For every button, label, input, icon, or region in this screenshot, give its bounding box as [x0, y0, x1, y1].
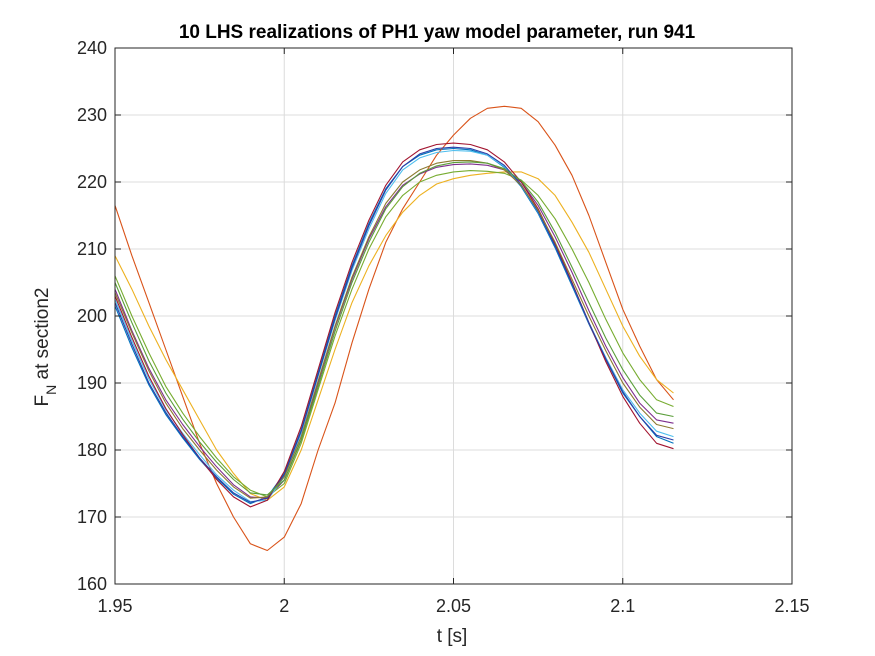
y-tick-label: 170 — [77, 507, 107, 527]
series-line-4 — [114, 163, 674, 499]
series-line-8 — [114, 146, 674, 503]
y-label-subscript: N — [43, 385, 59, 395]
y-tick-labels: 160 170 180 190 200 210 220 230 240 — [77, 38, 107, 594]
y-tick-label: 220 — [77, 172, 107, 192]
chart-title: 10 LHS realizations of PH1 yaw model par… — [179, 22, 696, 43]
y-label-main: F — [32, 395, 53, 407]
series-line-2 — [114, 105, 674, 552]
series-lines — [114, 105, 674, 552]
y-label-rest: at section2 — [32, 288, 53, 385]
series-line-10 — [114, 161, 674, 496]
x-tick-label: 2 — [279, 596, 289, 616]
y-axis-label: FN at section2 — [32, 288, 59, 407]
y-tick-label: 240 — [77, 38, 107, 58]
y-tick-label: 180 — [77, 440, 107, 460]
x-tick-label: 2.05 — [436, 596, 471, 616]
y-tick-label: 190 — [77, 373, 107, 393]
x-axis-label: t [s] — [437, 626, 468, 647]
series-line-5 — [114, 170, 674, 498]
y-tick-label: 210 — [77, 239, 107, 259]
x-tick-label: 2.15 — [774, 596, 809, 616]
series-line-9 — [114, 160, 674, 499]
y-tick-label: 160 — [77, 574, 107, 594]
y-tick-label: 230 — [77, 105, 107, 125]
x-tick-labels: 1.95 2 2.05 2.1 2.15 — [97, 596, 809, 616]
y-axis-ticks — [115, 47, 792, 585]
series-line-3 — [114, 171, 674, 501]
x-tick-label: 2.1 — [610, 596, 635, 616]
x-tick-label: 1.95 — [97, 596, 132, 616]
y-tick-label: 200 — [77, 306, 107, 326]
x-axis-ticks — [114, 48, 793, 584]
